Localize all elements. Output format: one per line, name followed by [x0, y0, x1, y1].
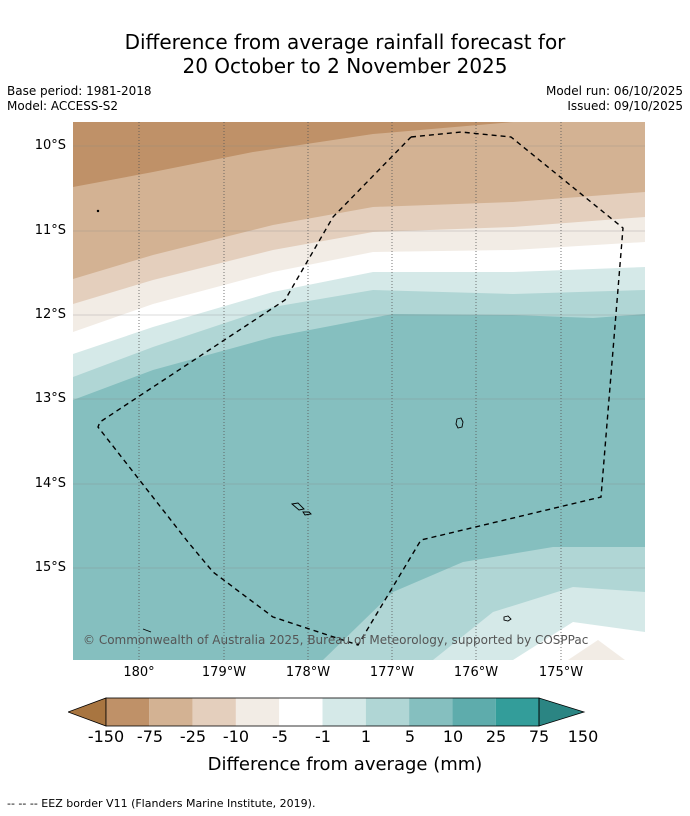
- cb-tick-11: 75: [528, 727, 550, 746]
- colorbar-segment-4: [235, 698, 280, 726]
- island-niuatoputapu: [503, 615, 512, 622]
- lat-label-14s: 14°S: [34, 476, 66, 491]
- cb-tick-5: -5: [272, 727, 288, 746]
- colorbar: [66, 696, 624, 732]
- lon-label-179w: 179°W: [201, 665, 247, 680]
- colorbar-segment-9: [452, 698, 496, 726]
- eez-footnote: -- -- -- EEZ border V11 (Flanders Marine…: [7, 797, 316, 810]
- title-line-1: Difference from average rainfall forecas…: [124, 30, 566, 54]
- colorbar-arrow-right: [538, 697, 586, 727]
- island-tafahi: [142, 628, 152, 633]
- island-niuafoou: [455, 417, 464, 429]
- lat-label-15s: 15°S: [34, 560, 66, 575]
- lon-label-178w: 178°W: [285, 665, 331, 680]
- meta-left: Base period: 1981-2018 Model: ACCESS-S2: [7, 84, 152, 114]
- island-rotuma-dot: [96, 209, 100, 213]
- cb-tick-1: -150: [87, 727, 125, 746]
- colorbar-segment-7: [365, 698, 410, 726]
- lon-label-176w: 176°W: [453, 665, 499, 680]
- colorbar-segment-1: [106, 698, 150, 726]
- issued-date: Issued: 09/10/2025: [567, 99, 683, 113]
- rainfall-map: [73, 122, 645, 660]
- cb-tick-10: 25: [485, 727, 507, 746]
- parallels: [73, 145, 645, 569]
- map-title: Difference from average rainfall forecas…: [0, 30, 690, 78]
- cb-tick-12: 150: [567, 727, 599, 746]
- colorbar-arrow-left: [66, 697, 107, 727]
- meta-right: Model run: 06/10/2025 Issued: 09/10/2025: [546, 84, 683, 114]
- model-name: Model: ACCESS-S2: [7, 99, 119, 113]
- cb-tick-9: 10: [442, 727, 464, 746]
- island-futuna-alofi: [302, 511, 312, 516]
- title-line-2: 20 October to 2 November 2025: [182, 54, 508, 78]
- lon-label-177w: 177°W: [369, 665, 415, 680]
- colorbar-svg: [66, 697, 586, 727]
- colorbar-segment-3: [192, 698, 236, 726]
- band-tan-north-fill: [73, 122, 645, 279]
- colorbar-segment-6: [322, 698, 366, 726]
- map-svg: [73, 122, 645, 660]
- lat-label-13s: 13°S: [34, 391, 66, 406]
- colorbar-segment-5: [279, 698, 323, 726]
- colorbar-segment-2: [149, 698, 193, 726]
- lat-label-12s: 12°S: [34, 307, 66, 322]
- model-run: Model run: 06/10/2025: [545, 84, 683, 98]
- islands: [96, 209, 512, 633]
- eez-border: [97, 131, 624, 646]
- cb-tick-8: 5: [404, 727, 416, 746]
- cb-tick-6: -1: [315, 727, 331, 746]
- lon-label-175w: 175°W: [538, 665, 584, 680]
- cb-tick-2: -75: [136, 727, 164, 746]
- island-wallis: [290, 502, 305, 511]
- lat-label-11s: 11°S: [34, 223, 66, 238]
- cb-tick-3: -25: [179, 727, 207, 746]
- colorbar-title: Difference from average (mm): [207, 754, 483, 775]
- colorbar-frame: [105, 697, 540, 727]
- cb-tick-4: -10: [222, 727, 250, 746]
- band-brown-north: [73, 122, 513, 187]
- copyright-notice: © Commonwealth of Australia 2025, Bureau…: [83, 633, 589, 647]
- band-brown-pale-south: [568, 640, 625, 660]
- lat-label-10s: 10°S: [34, 138, 66, 153]
- cb-tick-7: 1: [360, 727, 372, 746]
- base-period: Base period: 1981-2018: [7, 84, 152, 98]
- colorbar-segment-10: [495, 698, 539, 726]
- colorbar-segment-8: [409, 698, 453, 726]
- lon-label-180: 180°: [123, 665, 155, 680]
